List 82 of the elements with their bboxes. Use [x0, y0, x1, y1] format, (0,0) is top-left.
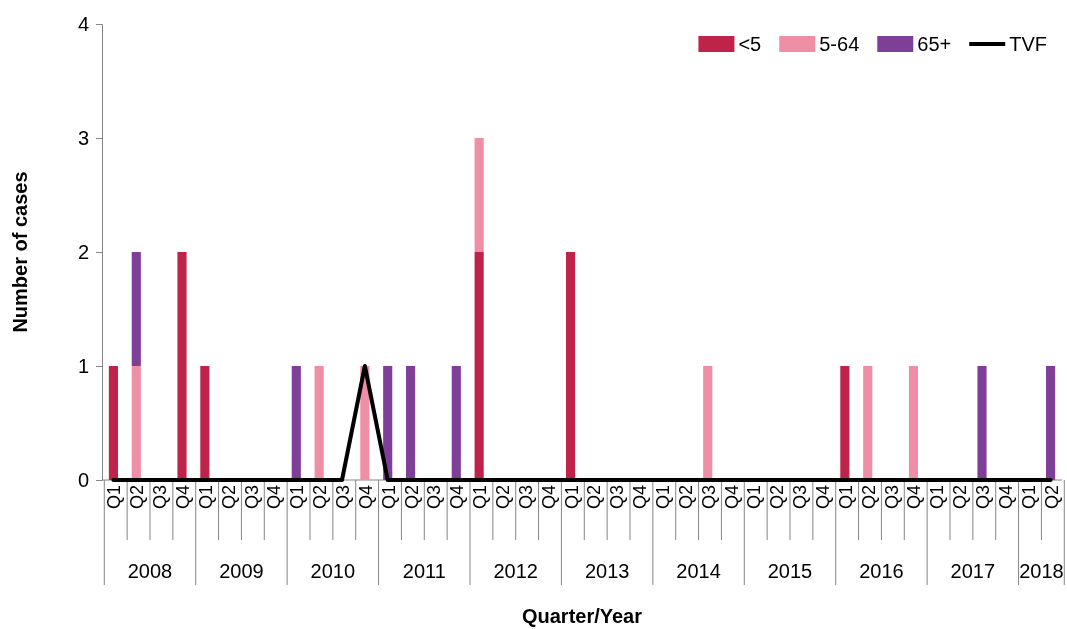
bar: [451, 366, 461, 480]
bar: [131, 252, 141, 366]
x-tick-label: Q2: [1041, 485, 1062, 510]
bar: [131, 366, 141, 480]
bar: [406, 366, 416, 480]
x-tick-label: Q1: [470, 485, 491, 510]
x-tick-label: Q4: [813, 485, 833, 510]
bar: [108, 366, 118, 480]
y-tick-label: 1: [77, 354, 89, 377]
x-tick-label: Q3: [424, 485, 445, 510]
legend-label: TVF: [1009, 33, 1047, 55]
x-tick-label: Q2: [493, 485, 513, 510]
x-tick-label: Q1: [195, 485, 216, 510]
x-tick-label: Q1: [561, 485, 582, 510]
bar: [200, 366, 210, 480]
x-tick-label: Q3: [150, 485, 171, 510]
text: 2012: [493, 560, 538, 582]
bar: [291, 366, 301, 480]
x-tick-label: Q1: [378, 485, 399, 510]
x-tick-label: Q2: [310, 485, 331, 510]
x-tick-label: Q4: [995, 485, 1016, 510]
bar: [314, 366, 324, 480]
bar: [566, 252, 576, 480]
x-tick-label: Q4: [355, 485, 376, 510]
bar: [177, 252, 187, 480]
x-tick-label: Q3: [973, 485, 993, 510]
x-tick-label: Q3: [881, 485, 902, 510]
x-tick-label: Q2: [858, 485, 879, 510]
text: 2008: [127, 560, 173, 582]
x-tick-label: Q2: [218, 485, 239, 510]
text: 2009: [219, 560, 264, 582]
x-tick-label: Q4: [264, 485, 285, 510]
text: 2011: [402, 560, 446, 582]
x-tick-label: Q1: [835, 485, 856, 510]
x-tick-label: Q2: [950, 485, 971, 510]
x-tick-label: Q2: [584, 485, 605, 510]
x-tick-label: Q2: [401, 485, 422, 510]
legend-label: 65+: [917, 33, 952, 55]
text: 2014: [676, 560, 721, 582]
bar: [863, 366, 873, 480]
text: 2010: [310, 560, 356, 582]
x-tick-label: Q2: [767, 485, 788, 510]
x-tick-label: Q4: [447, 485, 468, 510]
x-tick-label: Q3: [790, 485, 811, 510]
x-tick-label: Q4: [630, 485, 651, 510]
x-tick-label: Q4: [904, 485, 925, 510]
text: 2013: [584, 560, 630, 582]
x-tick-label: Q1: [653, 485, 673, 510]
bar: [840, 366, 850, 480]
x-tick-label: Q3: [698, 485, 719, 510]
x-tick-label: Q1: [744, 485, 765, 510]
legend-label: 5-64: [819, 33, 860, 55]
bar: [977, 366, 987, 480]
y-tick-label: 4: [77, 12, 89, 35]
bar: [474, 252, 484, 480]
text: 2016: [859, 560, 904, 582]
x-tick-label: Q2: [675, 485, 696, 510]
y-tick-label: 2: [77, 240, 89, 263]
x-axis-title: Quarter/Year: [521, 605, 643, 627]
x-tick-label: Q1: [104, 485, 125, 510]
x-tick-label: Q4: [538, 485, 559, 510]
y-tick-label: 3: [77, 126, 89, 149]
text: 2015: [767, 560, 813, 582]
text: 2017: [950, 560, 996, 582]
y-tick-label: 0: [77, 468, 89, 491]
x-tick-label: Q4: [721, 485, 742, 510]
x-tick-label: Q4: [173, 485, 193, 510]
x-tick-label: Q3: [333, 485, 353, 510]
bar: [908, 366, 918, 480]
bar: [1046, 366, 1056, 480]
x-tick-label: Q1: [1018, 485, 1039, 510]
y-axis-title: Number of cases: [9, 171, 31, 333]
x-tick-label: Q3: [241, 485, 262, 510]
x-tick-label: Q3: [607, 485, 628, 510]
x-tick-label: Q1: [287, 485, 308, 510]
x-tick-label: Q1: [927, 485, 948, 510]
bar: [474, 138, 484, 252]
x-tick-label: Q2: [127, 485, 148, 510]
text: 2018: [1019, 560, 1064, 582]
bar: [703, 366, 713, 480]
x-tick-label: Q3: [515, 485, 536, 510]
legend-label: <5: [738, 33, 762, 55]
